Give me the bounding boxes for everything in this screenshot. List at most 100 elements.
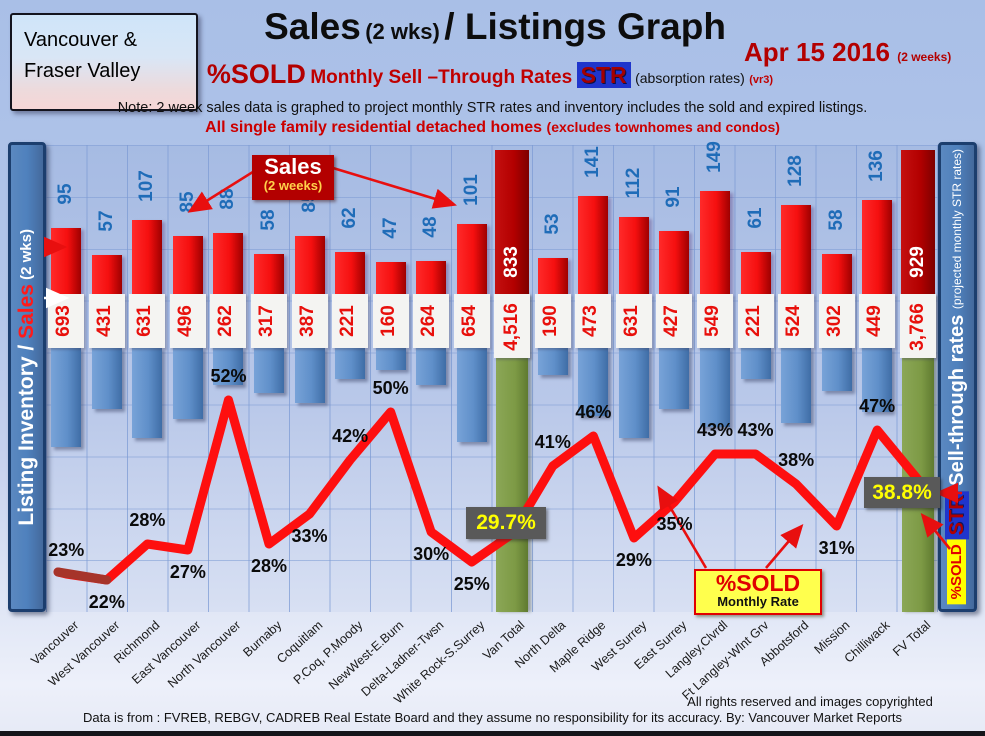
- inventory-number: 190: [539, 305, 561, 337]
- inventory-number: 160: [377, 305, 399, 337]
- sales-number: 58: [825, 209, 847, 231]
- sales-bar: [456, 224, 487, 295]
- str-percent-label: 33%: [291, 526, 328, 546]
- sales-number: 88: [217, 188, 239, 210]
- sales-number: 57: [95, 210, 117, 232]
- sales-bar: [821, 254, 852, 295]
- inventory-bar: [456, 347, 487, 442]
- inventory-bar: [659, 347, 690, 409]
- inventory-bar: [91, 347, 122, 409]
- str-percent-label: 46%: [575, 402, 612, 422]
- sold-callout-box: %SOLD Monthly Rate: [694, 569, 822, 615]
- inventory-band: [494, 294, 531, 358]
- inventory-bar: [618, 347, 649, 438]
- sales-bar: [618, 217, 649, 295]
- inventory-number: 693: [53, 305, 75, 337]
- title-sales: Sales: [264, 6, 361, 47]
- inventory-number: 317: [256, 305, 277, 337]
- note-line: Note: 2 week sales data is graphed to pr…: [117, 100, 868, 116]
- inventory-bar: [781, 347, 812, 423]
- sales-bar: [213, 233, 244, 295]
- sales-number: 112: [622, 167, 644, 199]
- subtitle-str-chip: STR: [576, 62, 631, 88]
- inventory-band: [169, 294, 206, 348]
- sales-number: 141: [582, 146, 604, 178]
- sales-bar: [254, 254, 284, 295]
- inventory-number: 387: [296, 305, 318, 337]
- sales-bar: [659, 231, 690, 295]
- inventory-band: [332, 294, 369, 348]
- subtitle-sold: %SOLD: [206, 59, 306, 89]
- scope-main: All single family residential detached h…: [205, 119, 543, 136]
- sales-number: 136: [866, 150, 888, 182]
- inventory-bar: [821, 347, 852, 391]
- inventory-number: 631: [134, 305, 156, 337]
- bottom-edge: [0, 731, 985, 736]
- sales-number: 149: [704, 141, 725, 173]
- str-percent-label: 27%: [169, 562, 206, 582]
- total-sales-number: 929: [906, 246, 928, 278]
- total-sales-number: 833: [501, 246, 523, 278]
- inventory-bar: [700, 347, 730, 427]
- inventory-number: 427: [661, 305, 683, 337]
- str-percent-label: 29%: [615, 550, 652, 570]
- sales-bar: [578, 196, 609, 295]
- str-percent-label: 25%: [453, 574, 490, 594]
- region-box: Vancouver & Fraser Valley: [10, 13, 198, 111]
- left-axis-inventory: Listing Inventory /: [15, 338, 38, 526]
- inventory-number: 262: [215, 305, 237, 337]
- inventory-bar: [294, 347, 325, 403]
- right-axis-sold-chip: %SOLD: [947, 539, 966, 605]
- inventory-band: [778, 294, 815, 348]
- inventory-number: 302: [823, 305, 845, 337]
- inventory-bar: [51, 347, 82, 447]
- sales-callout-title: Sales: [264, 154, 322, 179]
- str-percent-label: 23%: [48, 540, 85, 560]
- inventory-number: 221: [742, 305, 764, 337]
- subtitle-rates: Monthly Sell –Through Rates: [310, 67, 573, 88]
- sales-number: 62: [339, 207, 361, 229]
- str-percent-label: 47%: [859, 396, 896, 416]
- sales-number: 61: [744, 207, 766, 229]
- inventory-number: 524: [783, 305, 805, 337]
- sales-bar: [740, 252, 771, 295]
- fv-total-str-box: 38.8%: [864, 477, 940, 508]
- sales-number: 95: [55, 183, 77, 205]
- inventory-band: [291, 294, 328, 348]
- footer-rights: All rights reserved and images copyright…: [687, 694, 933, 709]
- inventory-band: [575, 294, 612, 348]
- inventory-number: 496: [174, 305, 196, 337]
- inventory-bar: [254, 347, 284, 393]
- sales-bar: [172, 236, 203, 295]
- right-axis-subtitle: (projected monthly STR rates): [950, 149, 964, 310]
- title-2wks: (2 wks): [365, 19, 440, 44]
- sales-number: 107: [136, 170, 158, 202]
- sales-bar: [335, 252, 366, 295]
- inventory-bar: [416, 347, 447, 385]
- footer-source: Data is from : FVREB, REBGV, CADREB Real…: [82, 710, 903, 725]
- sales-number: 101: [460, 174, 482, 206]
- subtitle-version: (vr3): [749, 74, 774, 86]
- inventory-band: [413, 294, 450, 348]
- inventory-bar: [375, 347, 406, 370]
- str-percent-label: 31%: [818, 538, 855, 558]
- inventory-band: [453, 294, 490, 348]
- sales-number: 128: [785, 155, 807, 187]
- inventory-band: [697, 294, 733, 348]
- left-axis-rail: Listing Inventory / Sales (2 wks): [8, 142, 46, 612]
- inventory-number: 631: [620, 305, 642, 337]
- inventory-band: [818, 294, 855, 348]
- left-axis-weeks: (2 wks): [18, 228, 35, 284]
- str-percent-label: 52%: [210, 366, 247, 386]
- date-suffix: (2 weeks): [897, 50, 952, 64]
- inventory-number: 431: [93, 305, 115, 337]
- str-percent-label: 42%: [332, 426, 369, 446]
- inventory-band: [737, 294, 774, 348]
- inventory-band: [372, 294, 409, 348]
- scope-paren: (excludes townhomes and condos): [546, 119, 780, 135]
- str-percent-label: 50%: [372, 378, 409, 398]
- date-label: Apr 15 2016 (2 weeks): [744, 37, 951, 68]
- inventory-number: 473: [580, 305, 602, 337]
- inventory-bar: [335, 347, 366, 379]
